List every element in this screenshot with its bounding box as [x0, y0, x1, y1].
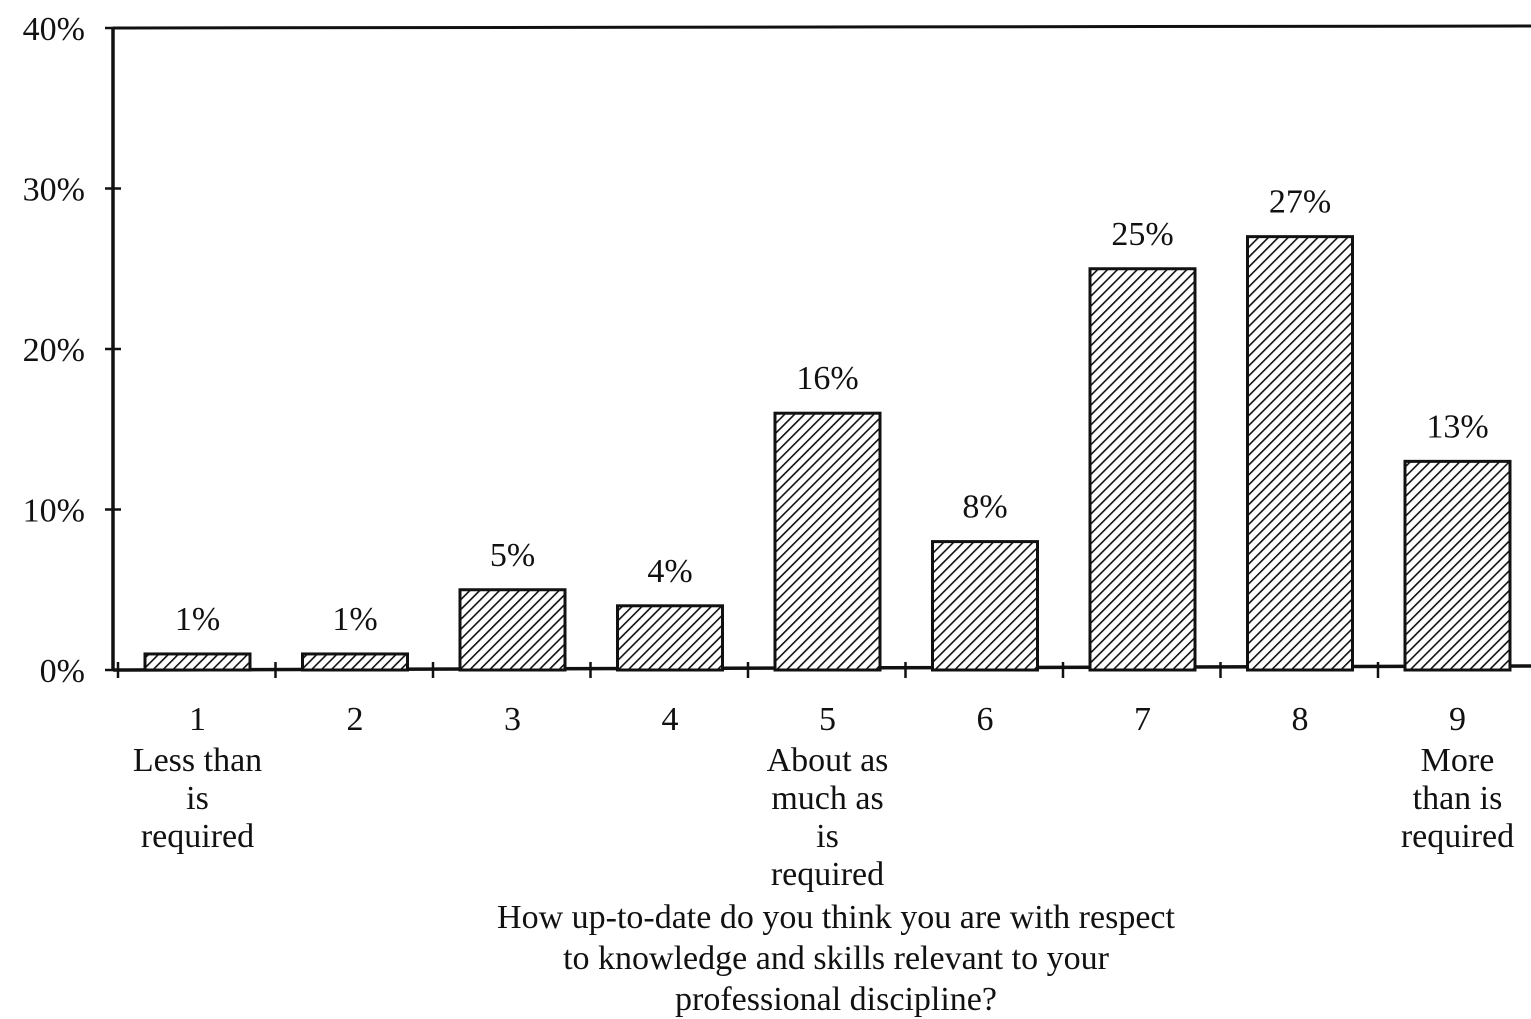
x-category-description: than is [1413, 780, 1503, 817]
x-category-description: is [816, 818, 839, 855]
x-category-description: More [1421, 742, 1495, 779]
x-category-description: required [771, 856, 884, 893]
x-axis-title-line: to knowledge and skills relevant to your [563, 940, 1109, 977]
x-tick-label-9: 9 [1449, 701, 1466, 738]
data-label-6: 8% [962, 489, 1007, 526]
bar-2 [301, 652, 409, 672]
x-tick-label-2: 2 [347, 701, 364, 738]
bars [143, 235, 1512, 672]
data-label-7: 25% [1111, 216, 1173, 253]
x-tick-label-1: 1 [189, 701, 206, 738]
y-axis: 0% 10% 20% 30% 40% [23, 11, 1531, 690]
data-label-8: 27% [1269, 184, 1331, 221]
top-border-line [112, 24, 1531, 30]
data-label-1: 1% [175, 601, 220, 638]
x-category-description: required [1401, 818, 1514, 855]
y-tick-label: 0% [40, 653, 85, 690]
bar-8 [1246, 235, 1354, 672]
data-label-9: 13% [1426, 408, 1488, 445]
y-tick-label: 40% [23, 11, 85, 48]
x-tick-label-6: 6 [977, 701, 994, 738]
data-label-3: 5% [490, 537, 535, 574]
x-category-description: required [141, 818, 254, 855]
bar-3 [458, 588, 567, 672]
data-label-5: 16% [796, 360, 858, 397]
x-tick-label-3: 3 [504, 701, 521, 738]
bar-9 [1403, 459, 1512, 672]
data-labels: 1% 1% 5% 4% 16% 8% 25% 27% 13% [175, 184, 1489, 638]
y-tick-label: 10% [23, 493, 85, 530]
x-category-description: is [186, 780, 209, 817]
data-label-4: 4% [647, 553, 692, 590]
x-tick-label-8: 8 [1292, 701, 1309, 738]
x-tick-label-4: 4 [662, 701, 679, 738]
x-axis-label: How up-to-date do you think you are with… [497, 899, 1175, 1018]
x-category-description: Less than [133, 742, 262, 779]
bar-4 [616, 604, 724, 672]
x-axis-title-line: professional discipline? [675, 981, 997, 1018]
bar-7 [1088, 267, 1197, 672]
bar-6 [931, 540, 1039, 672]
y-tick-label: 30% [23, 172, 85, 209]
x-category-description: much as [771, 780, 883, 817]
x-category-description: About as [767, 742, 889, 779]
bar-5 [773, 411, 882, 672]
x-tick-label-5: 5 [819, 701, 836, 738]
y-tick-label: 20% [23, 332, 85, 369]
bar-1 [143, 652, 252, 672]
x-tick-label-7: 7 [1134, 701, 1151, 738]
x-axis-title-line: How up-to-date do you think you are with… [497, 899, 1175, 936]
data-label-2: 1% [332, 601, 377, 638]
